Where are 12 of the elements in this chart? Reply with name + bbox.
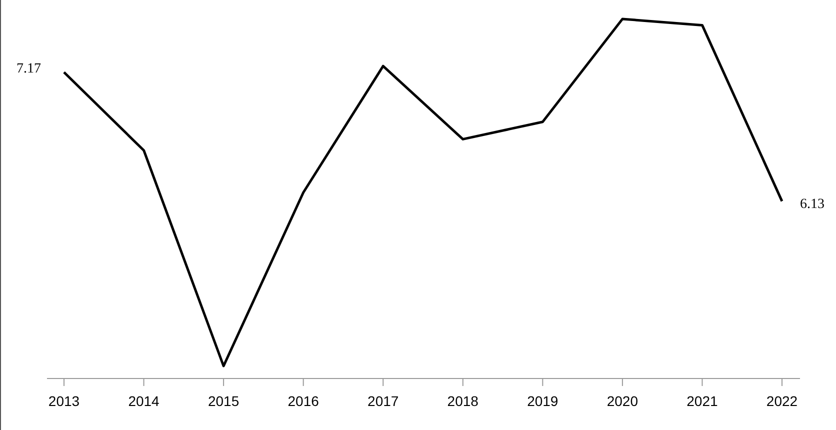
x-tick-label: 2015 [208,393,240,409]
x-tick-label: 2018 [447,393,479,409]
x-tick-label: 2017 [368,393,399,409]
data-label: 7.17 [16,61,41,76]
x-tick-label: 2016 [288,393,320,409]
x-tick-label: 2020 [606,393,638,409]
data-label: 6.13 [800,197,824,212]
x-tick-label: 2014 [128,393,160,409]
x-tick-label: 2019 [527,393,558,409]
x-tick-label: 2021 [686,393,718,409]
x-tick-label: 2013 [48,393,80,409]
x-tick-label: 2022 [766,393,798,409]
